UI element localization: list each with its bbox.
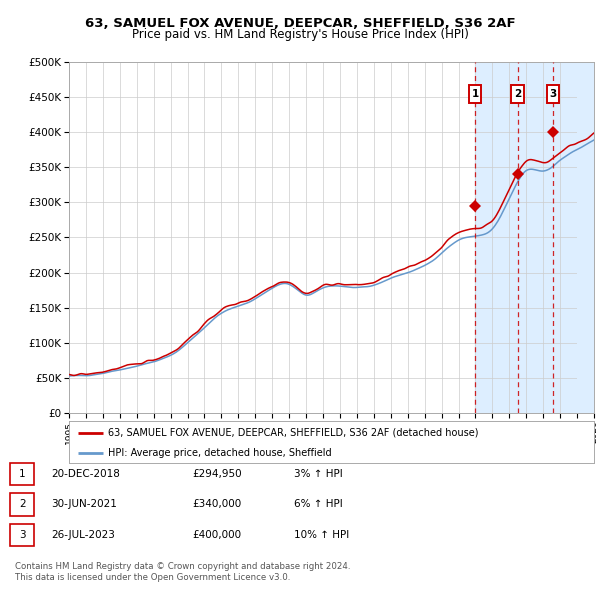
Bar — [577, 62, 594, 413]
Text: 63, SAMUEL FOX AVENUE, DEEPCAR, SHEFFIELD, S36 2AF: 63, SAMUEL FOX AVENUE, DEEPCAR, SHEFFIEL… — [85, 17, 515, 30]
Text: 3: 3 — [19, 530, 26, 540]
Text: 1: 1 — [19, 469, 26, 478]
Text: £340,000: £340,000 — [192, 500, 241, 509]
Text: 6% ↑ HPI: 6% ↑ HPI — [294, 500, 343, 509]
Text: Contains HM Land Registry data © Crown copyright and database right 2024.: Contains HM Land Registry data © Crown c… — [15, 562, 350, 571]
Text: 3: 3 — [550, 89, 557, 99]
FancyBboxPatch shape — [547, 85, 559, 103]
Text: 26-JUL-2023: 26-JUL-2023 — [51, 530, 115, 540]
Text: 20-DEC-2018: 20-DEC-2018 — [51, 469, 120, 478]
Text: 3% ↑ HPI: 3% ↑ HPI — [294, 469, 343, 478]
FancyBboxPatch shape — [511, 85, 524, 103]
Text: 63, SAMUEL FOX AVENUE, DEEPCAR, SHEFFIELD, S36 2AF (detached house): 63, SAMUEL FOX AVENUE, DEEPCAR, SHEFFIEL… — [109, 428, 479, 438]
Text: 10% ↑ HPI: 10% ↑ HPI — [294, 530, 349, 540]
Text: This data is licensed under the Open Government Licence v3.0.: This data is licensed under the Open Gov… — [15, 573, 290, 582]
Text: £400,000: £400,000 — [192, 530, 241, 540]
Text: 1: 1 — [472, 89, 479, 99]
Text: 2: 2 — [19, 500, 26, 509]
Text: Price paid vs. HM Land Registry's House Price Index (HPI): Price paid vs. HM Land Registry's House … — [131, 28, 469, 41]
FancyBboxPatch shape — [469, 85, 481, 103]
Text: HPI: Average price, detached house, Sheffield: HPI: Average price, detached house, Shef… — [109, 448, 332, 457]
Text: 2: 2 — [514, 89, 521, 99]
Bar — [475, 62, 594, 413]
Text: £294,950: £294,950 — [192, 469, 242, 478]
Text: 30-JUN-2021: 30-JUN-2021 — [51, 500, 117, 509]
